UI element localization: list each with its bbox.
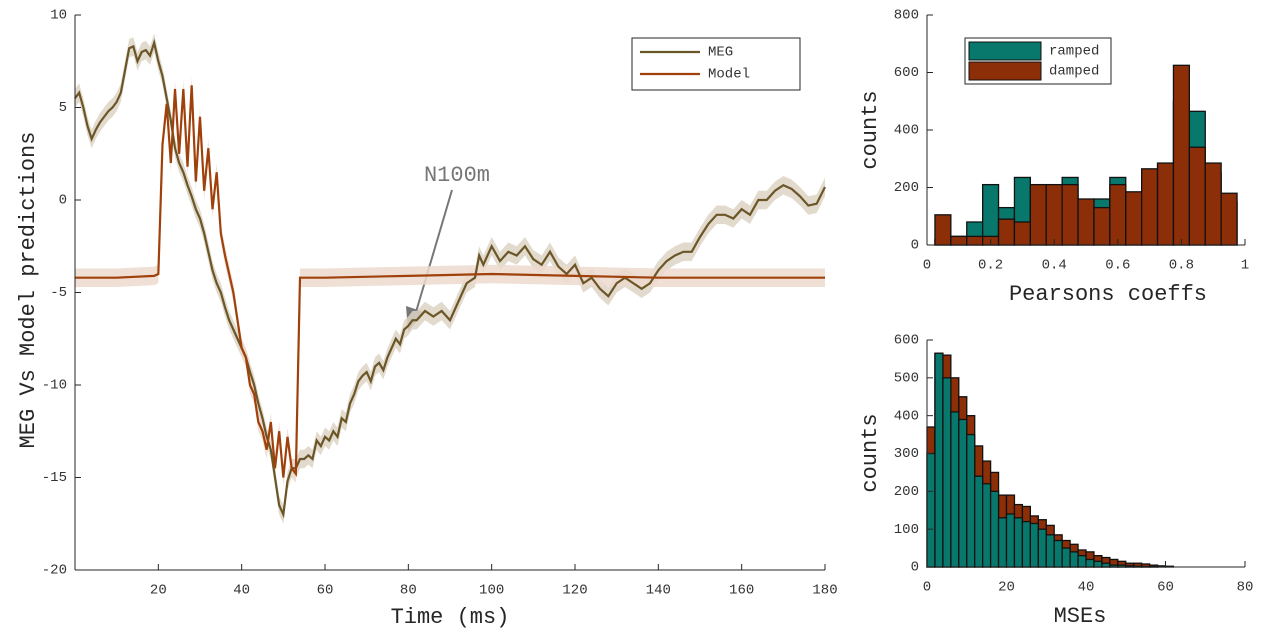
bar bbox=[958, 418, 968, 568]
bar bbox=[1093, 206, 1111, 246]
annotation: N100m bbox=[424, 163, 490, 188]
x-tick-label: 60 bbox=[1157, 580, 1174, 596]
x-tick-label: 80 bbox=[1237, 580, 1254, 596]
y-tick-label: 100 bbox=[894, 522, 919, 538]
line bbox=[75, 85, 825, 478]
bar bbox=[934, 352, 944, 568]
y-tick-label: -20 bbox=[42, 563, 67, 579]
x-tick-label: 140 bbox=[646, 583, 671, 599]
y-tick-label: -15 bbox=[42, 470, 67, 486]
x-tick-label: 20 bbox=[998, 580, 1015, 596]
bar bbox=[1021, 520, 1032, 568]
bar bbox=[1085, 558, 1095, 568]
bar bbox=[1188, 146, 1206, 246]
x-axis-label: Time (ms) bbox=[391, 605, 510, 630]
bar bbox=[989, 490, 1000, 568]
y-axis-label: MEG Vs Model predictions bbox=[16, 132, 41, 449]
x-tick-label: 0.2 bbox=[978, 258, 1003, 274]
x-tick-label: 0 bbox=[923, 580, 931, 596]
bar bbox=[950, 235, 968, 246]
y-tick-label: 800 bbox=[894, 8, 919, 24]
x-tick-label: 80 bbox=[400, 583, 417, 599]
bar bbox=[1109, 183, 1127, 246]
x-tick-label: 40 bbox=[1078, 580, 1095, 596]
y-axis-label: counts bbox=[858, 90, 883, 169]
y-tick-label: 0 bbox=[59, 193, 67, 209]
legend-label: MEG bbox=[708, 45, 733, 61]
y-tick-label: 500 bbox=[894, 371, 919, 387]
bar bbox=[1029, 183, 1047, 246]
bar bbox=[950, 411, 960, 568]
legend-label: ramped bbox=[1049, 44, 1099, 60]
y-axis-label: counts bbox=[858, 413, 883, 492]
bar bbox=[942, 377, 952, 568]
bar bbox=[1204, 162, 1222, 246]
legend-box bbox=[631, 37, 801, 91]
bar bbox=[1037, 528, 1047, 568]
bar bbox=[1077, 198, 1095, 246]
y-tick-label: 400 bbox=[894, 408, 919, 424]
legend-swatch bbox=[968, 61, 1042, 81]
bar bbox=[997, 517, 1008, 568]
error-band bbox=[75, 76, 825, 487]
bar bbox=[1005, 513, 1016, 568]
legend-label: Model bbox=[708, 67, 750, 83]
bar bbox=[1101, 562, 1111, 568]
y-tick-label: -10 bbox=[42, 378, 67, 394]
x-tick-label: 0.8 bbox=[1169, 258, 1194, 274]
y-tick-label: 400 bbox=[894, 123, 919, 139]
x-tick-label: 180 bbox=[812, 583, 837, 599]
y-tick-label: 600 bbox=[894, 65, 919, 81]
bar bbox=[1029, 522, 1039, 568]
y-tick-label: 200 bbox=[894, 484, 919, 500]
bar bbox=[1069, 551, 1079, 568]
bar bbox=[1061, 547, 1071, 568]
bar bbox=[1061, 183, 1079, 246]
x-tick-label: 0 bbox=[923, 258, 931, 274]
line bbox=[74, 38, 826, 519]
x-tick-label: 0.4 bbox=[1042, 258, 1067, 274]
bar bbox=[982, 483, 992, 568]
y-tick-label: 600 bbox=[894, 333, 919, 349]
bar bbox=[1077, 555, 1087, 568]
bar bbox=[1141, 168, 1159, 246]
bar bbox=[1013, 221, 1032, 246]
x-axis-label: Pearsons coeffs bbox=[1009, 282, 1207, 307]
bar bbox=[1220, 192, 1238, 246]
bar bbox=[1053, 539, 1063, 568]
x-tick-label: 40 bbox=[233, 583, 250, 599]
y-tick-label: 5 bbox=[59, 100, 67, 116]
y-tick-label: 0 bbox=[911, 238, 919, 254]
x-tick-label: 160 bbox=[729, 583, 754, 599]
bar bbox=[1172, 64, 1190, 246]
y-tick-label: 200 bbox=[894, 180, 919, 196]
x-tick-label: 120 bbox=[562, 583, 587, 599]
bar bbox=[1013, 517, 1024, 568]
x-tick-label: 100 bbox=[479, 583, 504, 599]
bar bbox=[966, 433, 976, 568]
x-axis-label: MSEs bbox=[1054, 604, 1107, 629]
legend-swatch bbox=[968, 41, 1042, 61]
bar bbox=[926, 452, 936, 568]
y-tick-label: 0 bbox=[911, 560, 919, 576]
bar bbox=[934, 214, 952, 246]
x-tick-label: 20 bbox=[150, 583, 167, 599]
bar bbox=[1093, 560, 1103, 568]
x-tick-label: 60 bbox=[317, 583, 334, 599]
y-tick-label: 300 bbox=[894, 446, 919, 462]
annotation-arrow bbox=[415, 189, 453, 313]
bar bbox=[1045, 534, 1055, 568]
y-tick-label: 10 bbox=[50, 8, 67, 24]
bar bbox=[1125, 191, 1143, 246]
bar bbox=[1045, 183, 1063, 246]
x-tick-label: 0.6 bbox=[1105, 258, 1130, 274]
y-tick-label: -5 bbox=[50, 285, 67, 301]
bar bbox=[997, 218, 1016, 246]
bar bbox=[974, 475, 984, 568]
x-tick-label: 1 bbox=[1241, 258, 1249, 274]
legend-label: damped bbox=[1049, 64, 1099, 80]
bar bbox=[1156, 162, 1175, 246]
bar bbox=[966, 235, 984, 246]
